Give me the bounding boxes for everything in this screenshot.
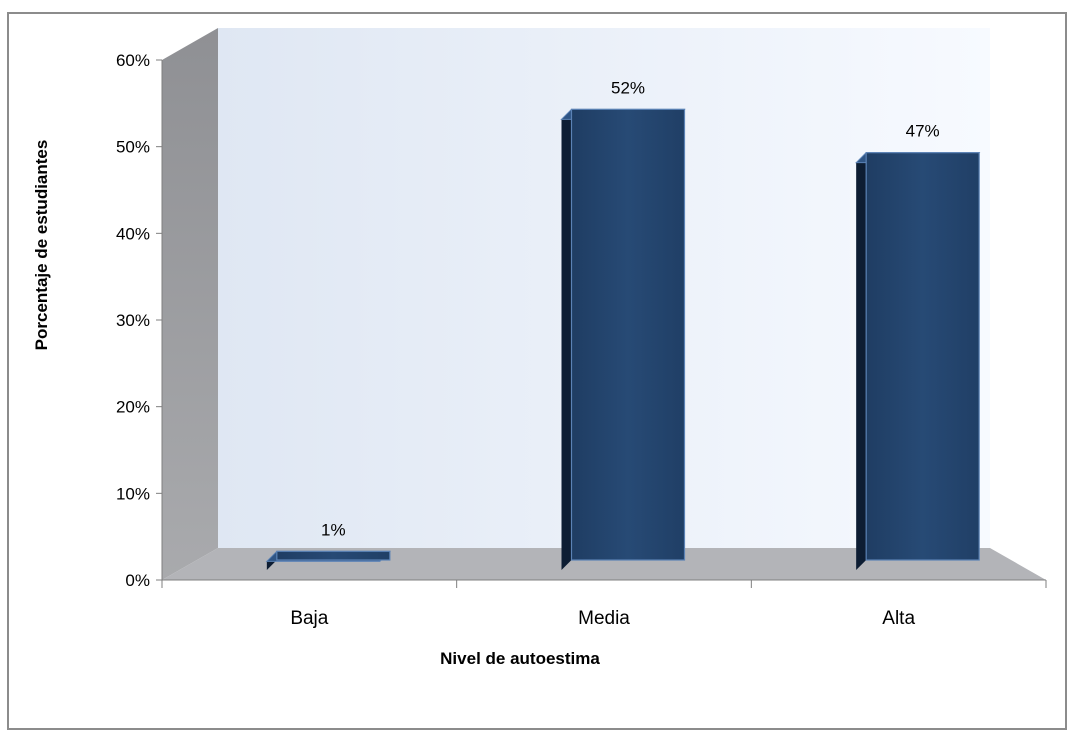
y-tick-label: 60% (116, 51, 150, 70)
side-wall (162, 28, 218, 580)
bar-media (560, 108, 686, 570)
x-tick-label-baja: Baja (290, 608, 328, 629)
y-tick-label: 50% (116, 138, 150, 157)
data-label-baja: 1% (321, 520, 346, 539)
bars (265, 108, 981, 570)
y-tick-label: 30% (116, 311, 150, 330)
bar-front-face (570, 108, 686, 561)
bar-side-face (561, 109, 572, 570)
y-tick-label: 10% (116, 484, 150, 503)
y-tick-label: 20% (116, 398, 150, 417)
bar-side-face (856, 152, 867, 570)
x-tick-label-alta: Alta (882, 608, 915, 629)
labels: 1% Baja 52% Media 47% Alta (290, 78, 939, 629)
bar-alta (854, 152, 981, 570)
bar-front-face (865, 152, 980, 561)
y-tick-label: 40% (116, 224, 150, 243)
x-axis-title: Nivel de autoestima (440, 649, 600, 668)
data-label-media: 52% (611, 78, 645, 97)
bar-front-face (276, 550, 391, 561)
axes: 0% 10% 20% 30% 40% 50% 60% (116, 51, 1047, 590)
bar-baja (265, 550, 392, 570)
y-axis-title: Porcentaje de estudiantes (32, 140, 51, 351)
x-tick-label-media: Media (578, 608, 630, 629)
y-tick-label: 0% (125, 571, 150, 590)
data-label-alta: 47% (906, 122, 940, 141)
